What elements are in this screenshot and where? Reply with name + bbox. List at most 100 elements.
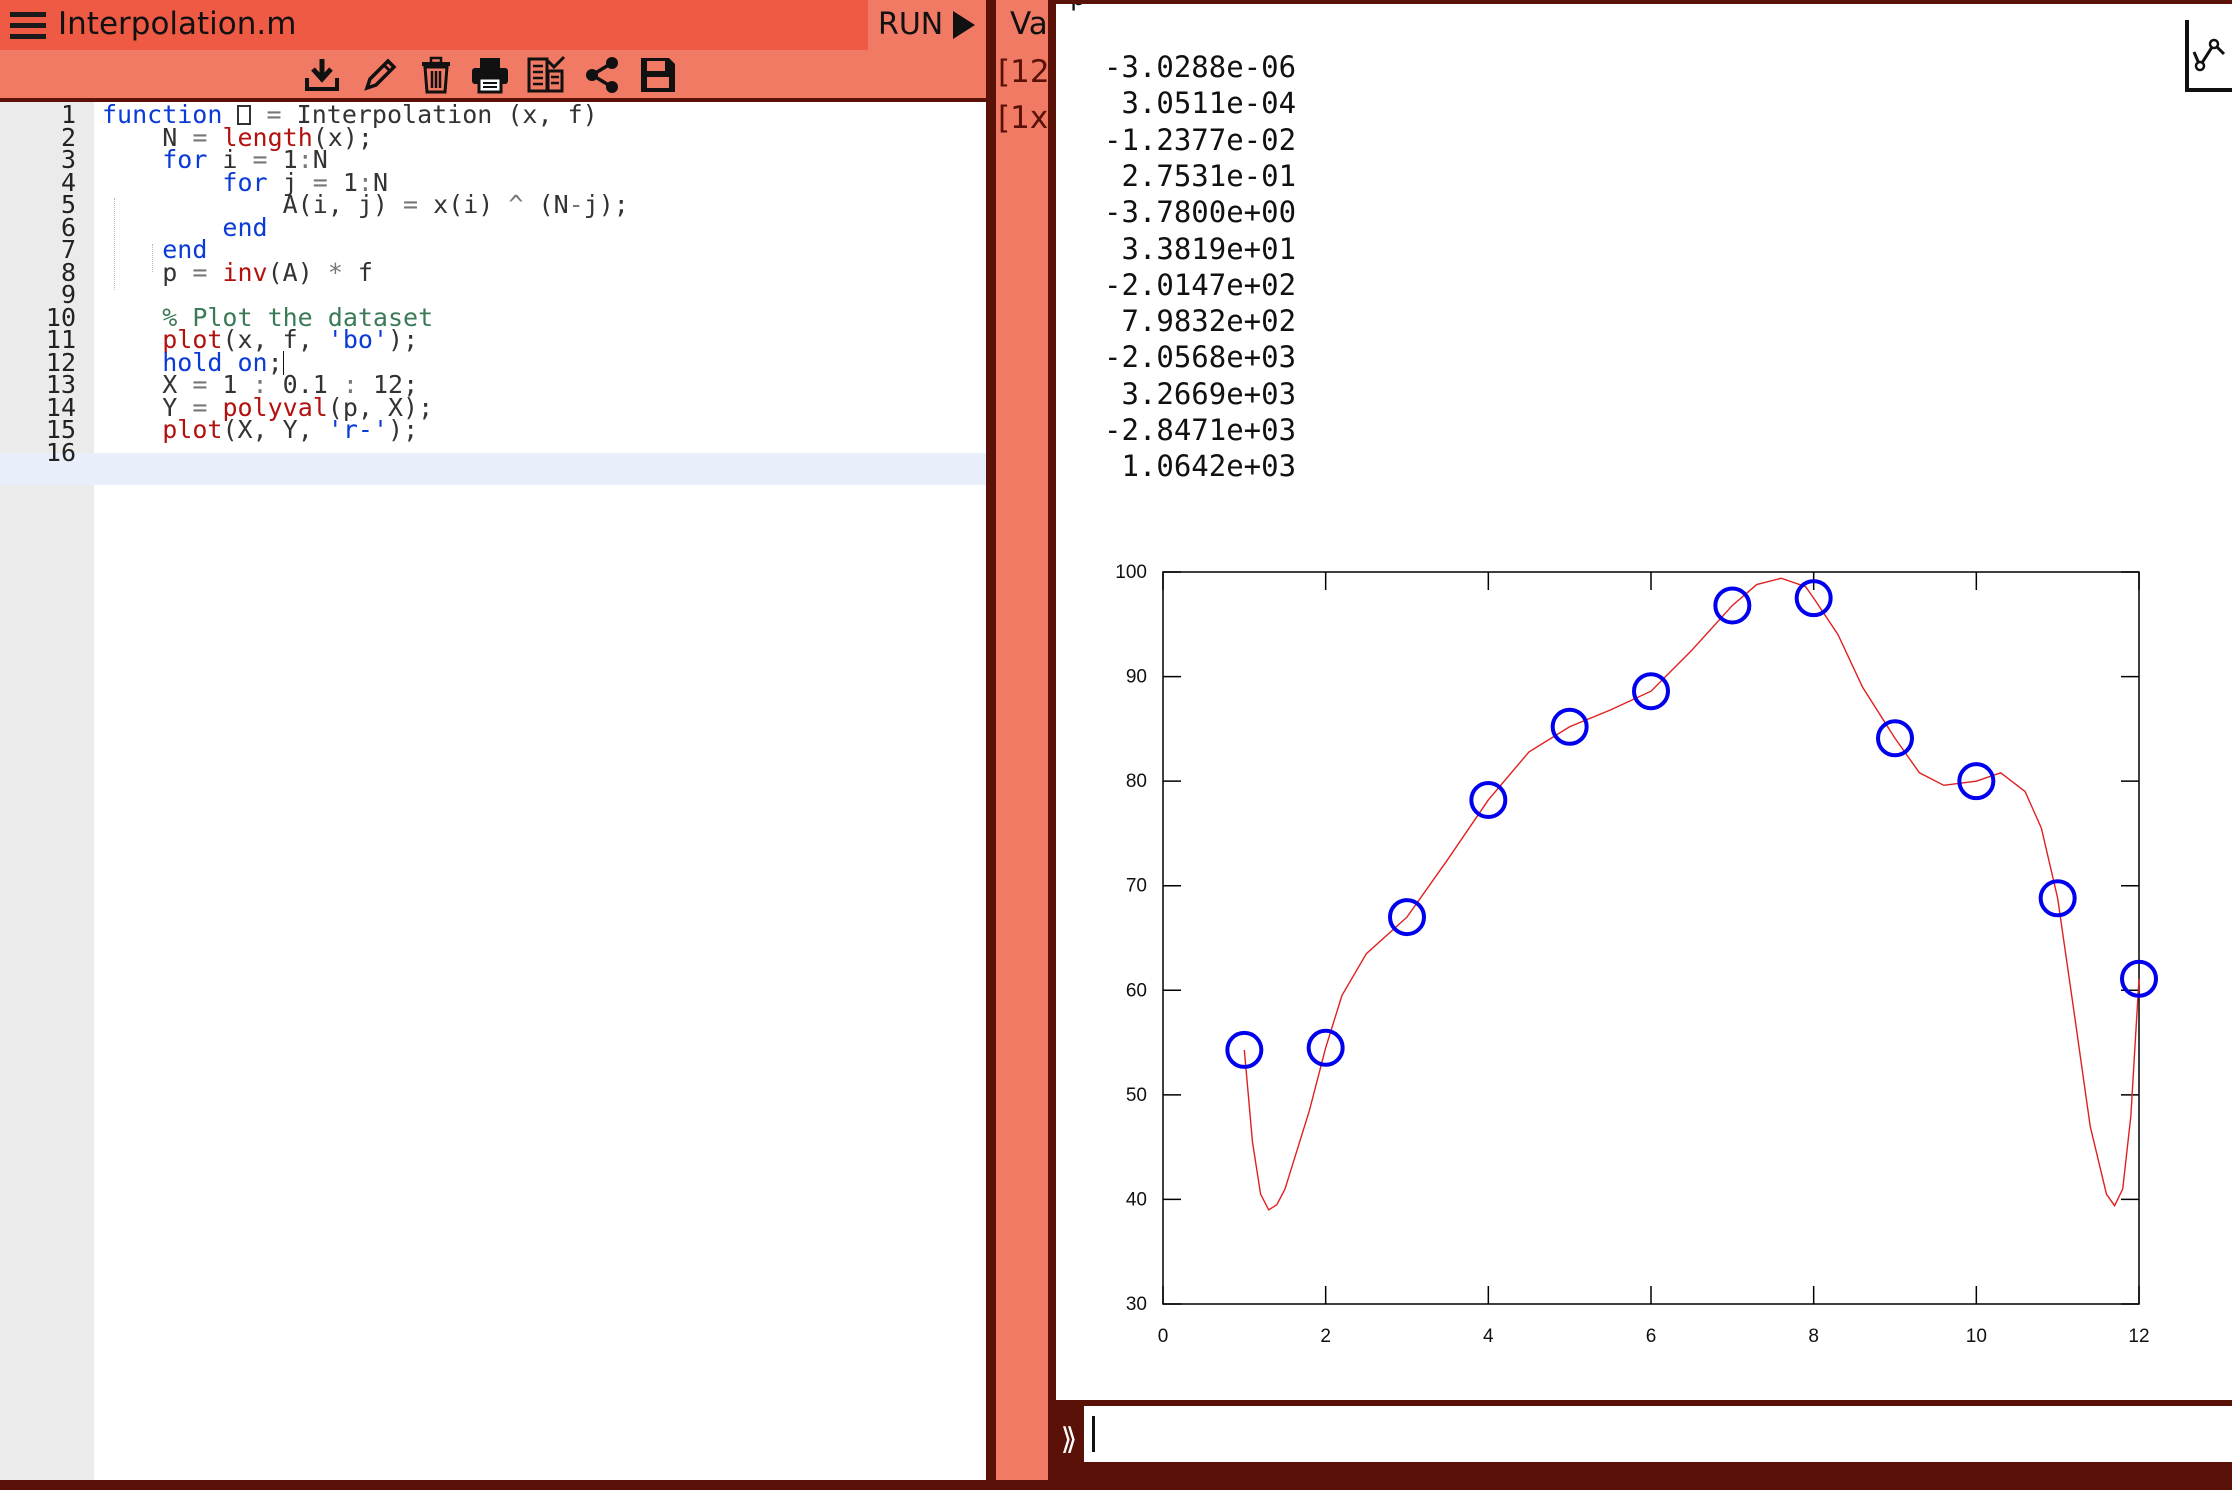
code-line-1: function = Interpolation (x, f) [102,100,598,129]
line-number: 7 [60,235,76,264]
toolbar-divider [0,98,986,102]
indent-guide [152,244,153,272]
x-tick-label: 0 [1158,1326,1169,1347]
save-icon[interactable] [636,54,680,96]
play-icon [953,10,976,39]
output-panel: p -3.0288e-06 3.0511e-04-1.2377e-02 2.75… [1056,4,2232,1400]
code-editor[interactable]: function = Interpolation (x, f) N = leng… [94,100,986,1480]
code-line-7: end [162,235,208,264]
line-number: 8 [60,257,76,287]
run-button[interactable]: RUN [878,7,976,42]
code-line-11: plot(x, f, 'bo'); [162,325,419,354]
output-value: 3.2669e+03 [1104,376,1297,411]
download-icon[interactable] [300,54,344,96]
line-number: 14 [45,392,76,422]
y-tick-label: 50 [1126,1085,1147,1106]
variables-header: Va [1010,6,1048,42]
line-number: 13 [45,370,76,399]
menu-icon[interactable] [10,12,46,40]
text-cursor [1092,1416,1095,1452]
plot-figure: 0 2 4 6 8 10 12 30 40 50 60 70 80 90 100 [1056,4,2232,1400]
checklist-icon[interactable] [524,54,568,96]
output-value: 1.0642e+03 [1104,449,1297,484]
fit-line [1243,577,2140,1211]
panel-divider[interactable] [986,0,996,1490]
code-line-10: % Plot the dataset [162,303,434,332]
code-line-15: plot(X, Y, 'r-'); [162,415,419,444]
y-tick-label: 100 [1115,562,1147,583]
output-value: 3.0511e-04 [1104,86,1297,121]
panel-divider[interactable] [1048,0,1056,1490]
line-number: 5 [60,190,76,219]
command-area: ⟫ [1056,1400,2232,1480]
indent-guide [114,198,115,290]
share-icon[interactable] [580,54,624,96]
variables-panel: Va [12 [1x [996,0,1048,1480]
line-number: 4 [60,167,76,197]
line-number: 11 [45,325,76,354]
plot-canvas: 0 2 4 6 8 10 12 30 40 50 60 70 80 90 100 [1115,562,2158,1347]
y-tick-label: 70 [1126,876,1147,897]
code-line-12: hold on; [162,348,284,377]
x-tick-label: 10 [1966,1326,1987,1347]
code-line-6: end [222,213,268,242]
trash-icon[interactable] [414,54,458,96]
y-tick-label: 90 [1126,667,1147,688]
output-value: 7.9832e+02 [1104,304,1297,339]
code-line-13: X = 1 : 0.1 : 12; [102,370,419,399]
data-point-marker [1225,1030,1264,1069]
print-icon[interactable] [468,54,512,96]
x-tick-label: 8 [1808,1326,1819,1347]
prompt-icon: ⟫ [1060,1422,1078,1457]
y-tick-label: 30 [1126,1294,1147,1315]
variable-row[interactable]: [1x [998,100,1048,136]
command-input[interactable] [1084,1406,2232,1462]
x-tick-label: 4 [1483,1326,1494,1347]
line-number: 16 [45,437,76,467]
code-line-8: p = inv(A) * f [102,258,373,287]
data-point-marker [1957,762,1996,801]
output-value: -2.0147e+02 [1104,267,1297,302]
line-number: 10 [45,302,76,332]
run-area: RUN [868,0,986,50]
output-value: 3.3819e+01 [1104,231,1297,266]
data-point-marker [1713,586,1752,625]
editor-toolbar [0,50,986,100]
y-tick-label: 40 [1126,1189,1147,1210]
x-tick-label: 2 [1320,1326,1331,1347]
data-point-marker [1794,579,1833,618]
output-value: -1.2377e-02 [1104,122,1297,157]
line-number: 1 [60,100,76,129]
output-variable-name: p [1070,4,1086,12]
line-number: 6 [60,212,76,242]
data-point-marker [2038,879,2077,918]
code-line-4: for j = 1:N [222,168,389,197]
x-tick-label: 6 [1646,1326,1657,1347]
editor-title-bar: Interpolation.m [0,0,986,50]
plot-axes-box [1162,571,2140,1305]
data-point-marker [1306,1028,1345,1067]
line-number: 3 [60,145,76,174]
line-number: 2 [60,122,76,152]
y-tick-label: 80 [1126,771,1147,792]
code-line-3: for i = 1:N [162,145,328,174]
line-number: 15 [45,415,76,444]
run-label: RUN [878,7,944,42]
data-point-marker [1876,719,1914,758]
line-number: 9 [60,280,76,309]
code-line-5: A(i, j) = x(i) ^ (N-j); [102,190,629,219]
editor-panel: Interpolation.m RUN [0,0,986,1480]
code-line-2: N = length(x); [102,123,373,152]
pencil-icon[interactable] [358,54,402,96]
output-value: -2.8471e+03 [1104,413,1297,447]
code-line-14: Y = polyval(p, X); [102,393,434,422]
line-number: 12 [45,347,76,377]
file-title: Interpolation.m [58,6,297,42]
data-point-marker [1632,672,1670,711]
x-tick-label: 12 [2128,1326,2149,1347]
plot-icon[interactable] [2184,18,2232,92]
active-line-highlight [0,453,986,485]
variable-row[interactable]: [12 [998,54,1048,90]
data-point-marker [1469,780,1508,819]
output-value: -3.7800e+00 [1104,195,1297,230]
